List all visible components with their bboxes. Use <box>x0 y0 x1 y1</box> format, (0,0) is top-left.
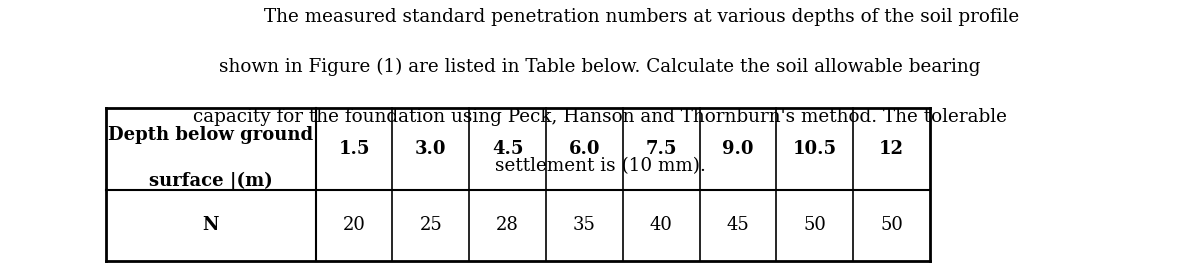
Text: settlement is (10 mm).: settlement is (10 mm). <box>494 157 706 175</box>
Text: 25: 25 <box>420 216 442 234</box>
Text: 1.5: 1.5 <box>338 140 370 158</box>
Text: 45: 45 <box>727 216 749 234</box>
Text: 6.0: 6.0 <box>569 140 600 158</box>
Text: 4.5: 4.5 <box>492 140 523 158</box>
Text: 35: 35 <box>572 216 596 234</box>
Text: 12: 12 <box>880 140 904 158</box>
Text: 20: 20 <box>342 216 366 234</box>
Text: 7.5: 7.5 <box>646 140 677 158</box>
Text: Depth below ground: Depth below ground <box>108 126 313 144</box>
Text: capacity for the foundation using Peck, Hanson and Thornburn's method. The toler: capacity for the foundation using Peck, … <box>193 108 1007 126</box>
Text: 3.0: 3.0 <box>415 140 446 158</box>
Text: 9.0: 9.0 <box>722 140 754 158</box>
Text: 28: 28 <box>496 216 520 234</box>
Text: shown in Figure (1) are listed in Table below. Calculate the soil allowable bear: shown in Figure (1) are listed in Table … <box>220 58 980 76</box>
Text: 50: 50 <box>803 216 827 234</box>
Text: 40: 40 <box>649 216 673 234</box>
Text: The measured standard penetration numbers at various depths of the soil profile: The measured standard penetration number… <box>264 8 1020 26</box>
Text: N: N <box>203 216 218 234</box>
Text: surface |(m): surface |(m) <box>149 171 272 190</box>
Text: 10.5: 10.5 <box>793 140 836 158</box>
Text: 50: 50 <box>880 216 904 234</box>
